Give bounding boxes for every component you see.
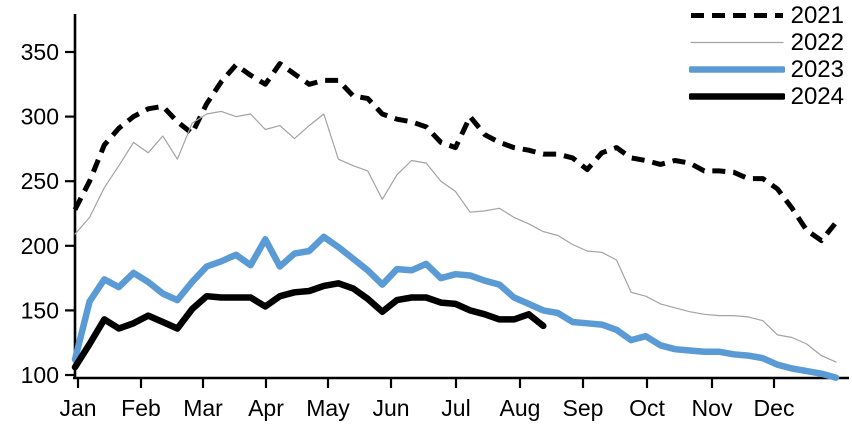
legend: 2021 2022 2023 2024 (688, 2, 844, 110)
series-line-2022 (74, 110, 837, 363)
series-line-2024 (71, 280, 547, 371)
axes (65, 14, 849, 388)
legend-label-2023: 2023 (790, 56, 844, 83)
series-line-2021 (72, 61, 838, 244)
legend-label-2024: 2024 (790, 83, 844, 110)
plot-lines (71, 61, 840, 381)
y-tick-label-150: 150 (21, 297, 59, 323)
x-tick-label-Aug: Aug (500, 395, 541, 421)
y-tick-label-200: 200 (21, 233, 59, 259)
legend-line-sample-2024 (688, 93, 785, 100)
x-tick-label-Mar: Mar (183, 395, 223, 421)
y-axis-labels: 100 150 200 250 300 350 (21, 39, 59, 388)
legend-label-2022: 2022 (790, 29, 844, 56)
x-tick-label-Jul: Jul (441, 395, 470, 421)
x-tick-label-Sep: Sep (563, 395, 604, 421)
x-tick-label-Oct: Oct (629, 395, 665, 421)
y-tick-label-300: 300 (21, 104, 59, 130)
y-tick-label-350: 350 (21, 39, 59, 65)
legend-line-sample-2022 (690, 41, 784, 44)
legend-item-2024: 2024 (688, 83, 844, 110)
x-tick-label-Apr: Apr (248, 395, 284, 421)
x-tick-label-May: May (306, 395, 350, 421)
x-tick-label-Jan: Jan (59, 395, 96, 421)
legend-item-2021: 2021 (689, 2, 844, 29)
legend-label-2021: 2021 (790, 2, 844, 29)
y-tick-label-250: 250 (21, 168, 59, 194)
y-tick-label-100: 100 (21, 362, 59, 388)
series-line-2023 (71, 233, 840, 381)
x-tick-label-Feb: Feb (121, 395, 161, 421)
x-tick-label-Nov: Nov (692, 395, 733, 421)
legend-item-2023: 2023 (688, 56, 844, 83)
x-tick-label-Dec: Dec (754, 395, 795, 421)
legend-line-sample-2021 (690, 13, 783, 18)
legend-item-2022: 2022 (689, 29, 844, 56)
x-tick-label-Jun: Jun (372, 395, 409, 421)
legend-line-sample-2023 (688, 66, 785, 73)
x-axis-labels: Jan Feb Mar Apr May Jun Jul Aug Sep Oct Nov Dec (59, 395, 794, 421)
